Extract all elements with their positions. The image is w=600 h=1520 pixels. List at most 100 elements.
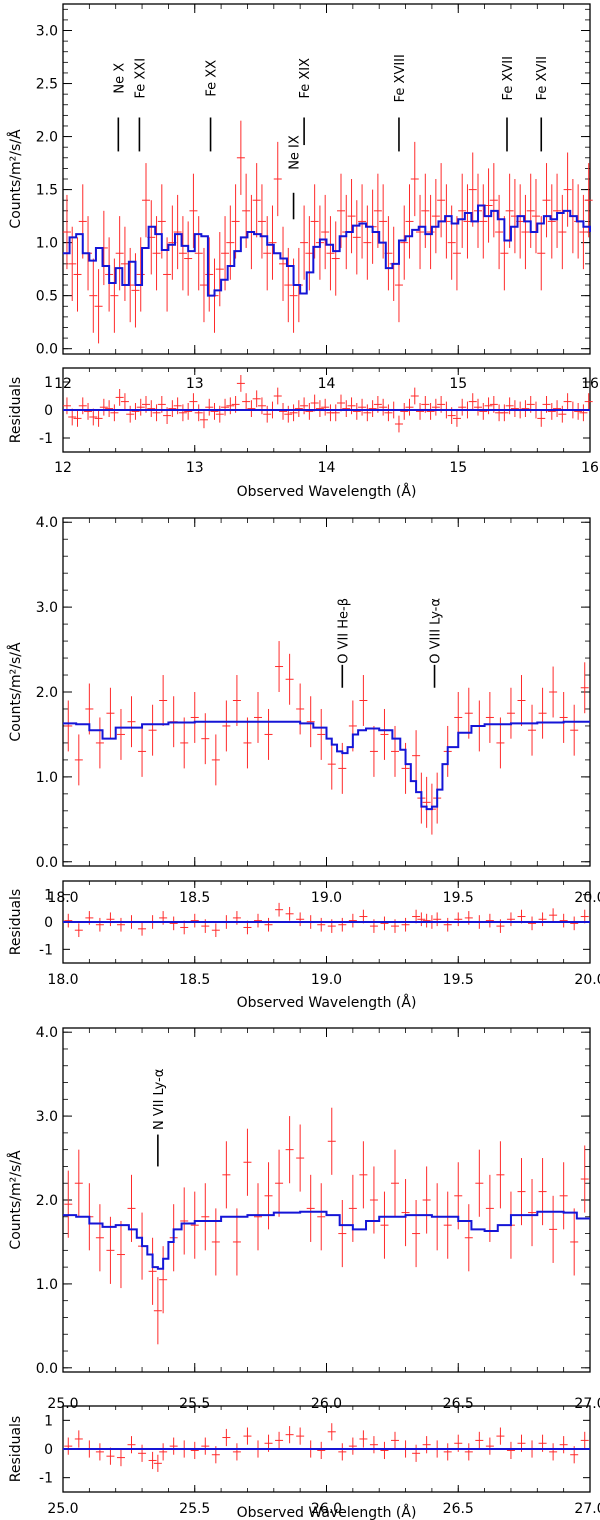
residual-point bbox=[506, 1441, 515, 1460]
data-point bbox=[279, 226, 288, 301]
y-tick-label: 2.0 bbox=[36, 1193, 58, 1209]
data-point bbox=[531, 179, 540, 254]
residual-point bbox=[315, 400, 324, 417]
data-point bbox=[173, 194, 182, 270]
residual-point bbox=[359, 1430, 368, 1448]
residual-point bbox=[296, 912, 305, 927]
residual-point bbox=[452, 410, 461, 427]
residual-point bbox=[422, 1436, 431, 1454]
data-point bbox=[231, 184, 240, 259]
residual-point bbox=[211, 923, 220, 938]
residual-point bbox=[169, 916, 178, 931]
residual-point bbox=[116, 1449, 125, 1467]
data-point bbox=[211, 1208, 220, 1276]
residual-point bbox=[368, 400, 377, 417]
x-tick-label: 25.0 bbox=[47, 1396, 78, 1412]
data-point bbox=[468, 152, 477, 227]
data-point bbox=[547, 184, 556, 259]
data-point bbox=[421, 173, 430, 248]
residual-point bbox=[538, 912, 547, 927]
spectrum-1: 0.0 0.5 1.0 1.5 2.0 2.5 3.0 12 13 14 15 16 Counts/m²… bbox=[7, 3, 599, 500]
x-tick-label: 12 bbox=[54, 460, 72, 476]
data-point bbox=[489, 163, 498, 238]
data-point bbox=[517, 1158, 526, 1226]
line-id-label: Fe XX bbox=[205, 60, 220, 97]
data-point bbox=[369, 1166, 378, 1234]
residual-point bbox=[189, 393, 198, 410]
data-point bbox=[95, 1204, 104, 1272]
residual-point bbox=[190, 1441, 199, 1460]
data-point bbox=[148, 1237, 157, 1305]
residual-point bbox=[352, 403, 361, 420]
data-point bbox=[412, 730, 421, 782]
residual-point bbox=[496, 1427, 505, 1445]
y-tick-label: 0.0 bbox=[36, 855, 58, 871]
residual-point bbox=[474, 398, 483, 416]
residual-point bbox=[443, 917, 452, 932]
data-point bbox=[120, 226, 129, 301]
residual-point bbox=[95, 917, 104, 932]
residual-point bbox=[73, 410, 82, 427]
data-point bbox=[136, 237, 145, 312]
residual-point bbox=[236, 375, 245, 392]
residual-point bbox=[178, 404, 187, 422]
data-point bbox=[463, 184, 472, 259]
data-point bbox=[68, 226, 77, 301]
y-tick-label: 0 bbox=[44, 915, 53, 931]
residual-point bbox=[147, 400, 156, 417]
data-point bbox=[352, 200, 361, 275]
x-axis-label: Observed Wavelength (Å) bbox=[237, 994, 417, 1011]
data-point bbox=[275, 1149, 284, 1217]
data-point bbox=[559, 692, 568, 743]
data-point bbox=[401, 1179, 410, 1247]
residual-point bbox=[563, 393, 572, 410]
data-point bbox=[579, 194, 588, 270]
x-tick-label: 27.0 bbox=[574, 1396, 600, 1412]
data-point bbox=[273, 141, 282, 217]
data-point bbox=[521, 194, 530, 270]
data-point bbox=[538, 1158, 547, 1226]
residual-point bbox=[327, 1423, 336, 1441]
data-point bbox=[426, 194, 435, 270]
data-point bbox=[369, 725, 378, 777]
data-point bbox=[584, 163, 593, 238]
data-point bbox=[89, 258, 98, 333]
residual-point bbox=[553, 400, 562, 417]
x-tick-label: 15 bbox=[449, 376, 467, 392]
data-point bbox=[296, 1124, 305, 1192]
data-point bbox=[422, 1166, 431, 1234]
x-tick-label: 13 bbox=[186, 460, 204, 476]
residual-point bbox=[148, 1451, 157, 1470]
data-point bbox=[296, 683, 305, 735]
residual-point bbox=[338, 1443, 347, 1461]
y-tick-label: 0.0 bbox=[36, 1361, 58, 1377]
residual-point bbox=[184, 403, 193, 420]
data-point bbox=[178, 216, 187, 291]
y-tick-label: 0.5 bbox=[36, 289, 58, 305]
line-id-label: Fe XVIII bbox=[393, 54, 408, 102]
residual-point bbox=[296, 1427, 305, 1445]
data-point bbox=[553, 173, 562, 248]
residual-point bbox=[205, 398, 214, 416]
y-tick-label: 0 bbox=[44, 1442, 53, 1458]
data-point bbox=[199, 247, 208, 323]
x-tick-label: 26.0 bbox=[311, 1501, 342, 1517]
y-tick-label: -1 bbox=[39, 431, 53, 447]
residuals-panel: 1 0 -1 25.0 25.5 26.0 26.5 27.0 Residuals Observe… bbox=[8, 1405, 600, 1520]
data-point bbox=[458, 173, 467, 248]
data-point bbox=[127, 1174, 136, 1242]
data-point bbox=[205, 237, 214, 312]
residual-point bbox=[559, 913, 568, 928]
residual-point bbox=[62, 397, 71, 415]
data-point bbox=[363, 205, 372, 280]
residuals-panel: 1 0 -112 13 14 15 16 Residuals Observed Waveleng… bbox=[8, 367, 599, 500]
data-point bbox=[570, 704, 579, 756]
data-point bbox=[359, 675, 368, 726]
data-point bbox=[559, 1162, 568, 1230]
data-point bbox=[416, 194, 425, 270]
residual-point bbox=[468, 393, 477, 410]
residual-point bbox=[247, 400, 256, 417]
residual-point bbox=[153, 1454, 162, 1472]
x-tick-label: 19.0 bbox=[311, 890, 342, 906]
data-point bbox=[549, 666, 558, 718]
